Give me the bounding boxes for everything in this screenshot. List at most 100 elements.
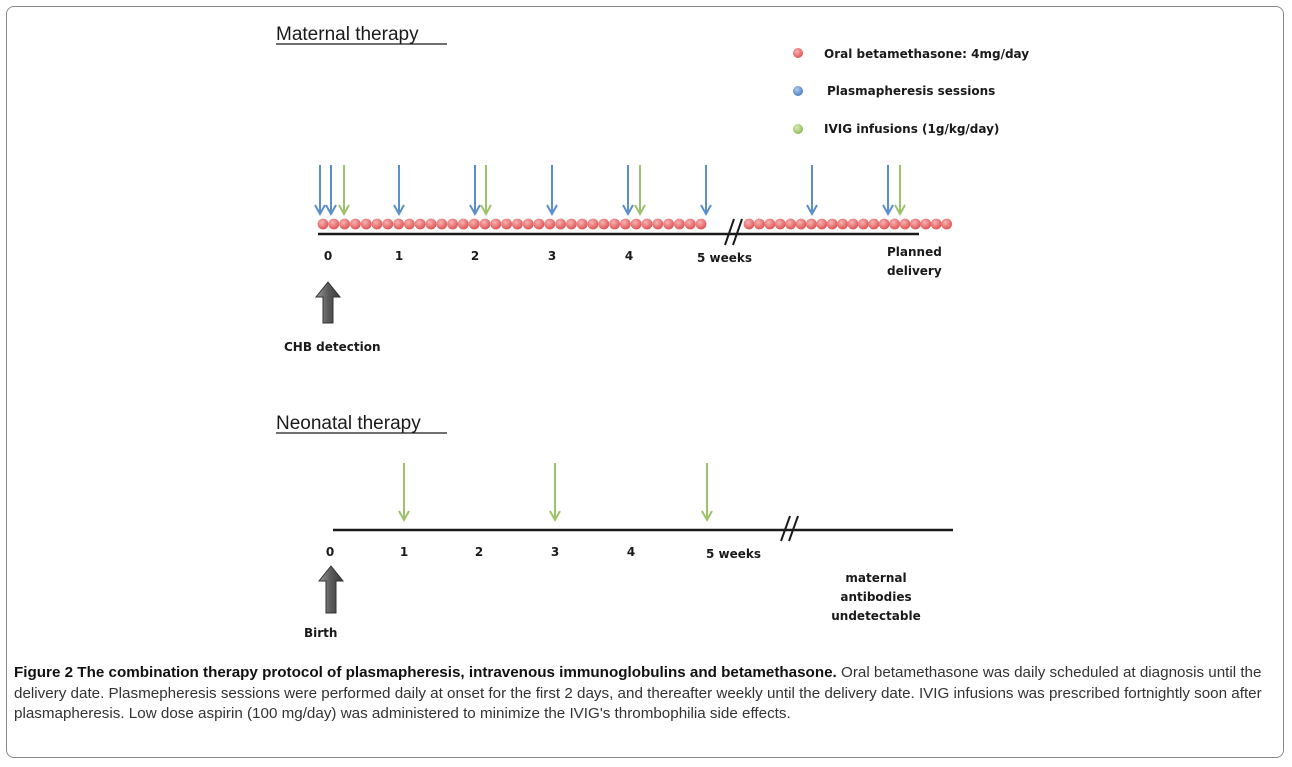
betamethasone-dose-dot xyxy=(910,218,921,230)
betamethasone-dose-dot xyxy=(941,218,952,230)
neonatal-ivig-arrows xyxy=(398,463,713,523)
betamethasone-dose-dot xyxy=(447,218,458,230)
antibodies-label-2: antibodies xyxy=(840,590,911,604)
betamethasone-dose-dot xyxy=(479,218,491,230)
betamethasone-dose-dot xyxy=(425,218,437,230)
betamethasone-dose-dot xyxy=(785,218,796,230)
betamethasone-dose-dot xyxy=(566,218,577,230)
betamethasone-dose-dot xyxy=(806,218,817,230)
betamethasone-dose-dot xyxy=(826,218,838,230)
betamethasone-dose-dot xyxy=(598,218,610,230)
betamethasone-dose-dot xyxy=(889,218,900,230)
plasmapheresis-arrow xyxy=(700,165,712,217)
betamethasone-dose-dot xyxy=(652,218,664,230)
maternal-heading: Maternal therapy xyxy=(276,24,419,45)
betamethasone-dose-dot xyxy=(674,218,685,230)
legend-plasmapheresis-marker xyxy=(793,86,803,96)
figure-frame xyxy=(6,6,1284,758)
betamethasone-dose-dot xyxy=(350,218,361,230)
maternal-tick-1: 1 xyxy=(395,249,403,263)
betamethasone-dose-dot xyxy=(468,218,480,230)
betamethasone-dose-dot xyxy=(899,218,911,230)
ivig-arrow xyxy=(398,463,410,523)
chb-detection-label: CHB detection xyxy=(284,340,381,354)
betamethasone-dose-dot xyxy=(764,218,776,230)
maternal-tick-4: 4 xyxy=(625,249,633,263)
betamethasone-dose-dot xyxy=(858,218,869,230)
ivig-arrow xyxy=(634,165,646,217)
betamethasone-dose-dot xyxy=(743,218,755,230)
birth-label: Birth xyxy=(304,626,337,640)
betamethasone-dose-dot xyxy=(458,218,469,230)
betamethasone-dose-dot xyxy=(436,218,448,230)
maternal-axis-break xyxy=(724,218,743,246)
betamethasone-dose-dot xyxy=(587,218,599,230)
ivig-arrow xyxy=(894,165,906,217)
betamethasone-dose-dot xyxy=(404,218,415,230)
neonatal-heading: Neonatal therapy xyxy=(276,413,421,434)
legend-betamethasone-marker xyxy=(793,48,803,58)
plasmapheresis-arrow xyxy=(469,165,481,217)
legend-betamethasone-label: Oral betamethasone: 4mg/day xyxy=(824,47,1029,61)
betamethasone-dose-dot xyxy=(533,218,545,230)
legend-ivig-label: IVIG infusions (1g/kg/day) xyxy=(824,122,999,136)
betamethasone-dose-dot xyxy=(555,218,566,230)
neonatal-tick-5: 5 weeks xyxy=(706,547,761,561)
betamethasone-dose-dot xyxy=(382,218,394,230)
legend-plasmapheresis-label: Plasmapheresis sessions xyxy=(827,84,995,98)
betamethasone-dose-dot xyxy=(837,218,848,230)
neonatal-tick-1: 1 xyxy=(400,545,408,559)
ivig-arrow xyxy=(549,463,561,523)
ivig-arrow xyxy=(338,165,350,217)
betamethasone-dose-dot xyxy=(393,218,404,230)
plasmapheresis-arrow xyxy=(546,165,558,217)
ivig-arrow xyxy=(480,165,492,217)
betamethasone-dose-dot xyxy=(339,218,350,230)
betamethasone-dose-dot xyxy=(684,218,696,230)
chb-detection-arrow-icon xyxy=(314,281,342,324)
antibodies-label-3: undetectable xyxy=(831,609,920,623)
maternal-tick-0: 0 xyxy=(324,249,332,263)
neonatal-tick-4: 4 xyxy=(627,545,635,559)
betamethasone-dose-dot xyxy=(512,218,523,230)
betamethasone-dose-dot xyxy=(695,218,707,230)
neonatal-tick-2: 2 xyxy=(475,545,483,559)
betamethasone-dose-dot xyxy=(371,218,383,230)
birth-arrow-icon xyxy=(317,565,345,614)
betamethasone-dose-dot xyxy=(920,218,932,230)
legend: Oral betamethasone: 4mg/day Plasmapheres… xyxy=(793,47,1029,136)
betamethasone-dose-dot xyxy=(868,218,880,230)
legend-ivig-marker xyxy=(793,124,803,134)
caption-label: Figure 2 The combination therapy protoco… xyxy=(14,664,837,681)
plasmapheresis-arrow xyxy=(314,165,326,217)
neonatal-tick-3: 3 xyxy=(551,545,559,559)
ivig-arrows xyxy=(338,165,906,217)
plasmapheresis-arrow xyxy=(882,165,894,217)
betamethasone-dose-dot xyxy=(795,218,807,230)
betamethasone-dose-dot xyxy=(576,218,588,230)
maternal-tick-5: 5 weeks xyxy=(697,251,752,265)
planned-delivery-label-2: delivery xyxy=(887,264,942,278)
betamethasone-dose-dot xyxy=(641,218,653,230)
betamethasone-dose-dot xyxy=(878,218,890,230)
maternal-tick-2: 2 xyxy=(471,249,479,263)
antibodies-label-1: maternal xyxy=(845,571,906,585)
figure-caption: Figure 2 The combination therapy protoco… xyxy=(14,663,1276,725)
betamethasone-dose-dot xyxy=(522,218,534,230)
betamethasone-dose-dot xyxy=(328,218,340,230)
betamethasone-dose-dot xyxy=(360,218,372,230)
betamethasone-dose-dots xyxy=(317,218,952,230)
ivig-arrow xyxy=(701,463,713,523)
betamethasone-dose-dot xyxy=(490,218,502,230)
betamethasone-dose-dot xyxy=(816,218,828,230)
plasmapheresis-arrow xyxy=(622,165,634,217)
plasmapheresis-arrow xyxy=(806,165,818,217)
betamethasone-dose-dot xyxy=(754,218,765,230)
plasmapheresis-arrow xyxy=(393,165,405,217)
neonatal-axis-break xyxy=(780,515,799,542)
betamethasone-dose-dot xyxy=(609,218,620,230)
betamethasone-dose-dot xyxy=(501,218,512,230)
betamethasone-dose-dot xyxy=(630,218,642,230)
betamethasone-dose-dot xyxy=(544,218,556,230)
plasmapheresis-arrow xyxy=(325,165,337,217)
